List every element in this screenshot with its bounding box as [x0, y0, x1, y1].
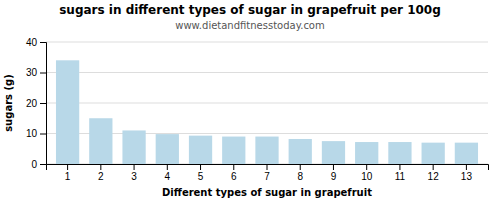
bar — [122, 130, 145, 164]
y-axis-line — [40, 43, 47, 165]
x-tick: 12 — [428, 164, 440, 182]
x-tick-label: 2 — [98, 171, 104, 182]
x-tick-mark — [67, 164, 68, 170]
x-tick: 7 — [264, 164, 270, 182]
subtitle: www.dietandfitnesstoday.com — [175, 20, 324, 31]
grid-line — [46, 72, 488, 73]
x-tick-mark — [167, 164, 168, 170]
x-tick: 4 — [165, 164, 171, 182]
x-tick-mark — [466, 164, 467, 170]
x-tick-mark — [433, 164, 434, 170]
chart-container: sugars in different types of sugar in gr… — [0, 0, 500, 200]
x-axis-label: Different types of sugar in grapefruit — [162, 187, 372, 198]
y-tick: 30 — [26, 67, 46, 78]
bar — [388, 142, 411, 164]
x-tick-label: 9 — [331, 171, 337, 182]
bar — [189, 136, 212, 164]
x-tick: 11 — [395, 164, 406, 182]
y-axis: 0 10 20 30 40 — [26, 37, 47, 170]
x-tick: 13 — [461, 164, 473, 182]
x-tick-mark — [300, 164, 301, 170]
x-tick-label: 8 — [297, 171, 303, 182]
x-tick-label: 10 — [361, 171, 373, 182]
x-tick-mark — [399, 164, 400, 170]
y-tick-label: 30 — [26, 67, 38, 78]
x-tick-mark — [233, 164, 234, 170]
y-tick: 10 — [26, 128, 46, 139]
x-tick-label: 11 — [395, 171, 406, 182]
bar — [156, 134, 179, 164]
x-tick: 2 — [98, 164, 104, 182]
x-tick: 10 — [361, 164, 373, 182]
bar — [222, 137, 245, 164]
bar — [89, 118, 112, 164]
title: sugars in different types of sugar in gr… — [59, 3, 441, 17]
x-tick-label: 13 — [461, 171, 473, 182]
bar — [56, 60, 79, 164]
x-tick-label: 6 — [231, 171, 237, 182]
x-tick-mark — [100, 164, 101, 170]
y-tick-mark — [40, 134, 46, 135]
y-axis-label: sugars (g) — [3, 74, 14, 132]
bar — [455, 143, 478, 164]
x-tick-label: 5 — [198, 171, 204, 182]
x-tick-mark — [366, 164, 367, 170]
y-tick-mark — [40, 73, 46, 74]
y-tick: 0 — [31, 159, 46, 170]
x-tick-label: 4 — [165, 171, 171, 182]
x-tick: 6 — [231, 164, 237, 182]
x-tick-label: 3 — [131, 171, 137, 182]
x-tick-label: 7 — [264, 171, 270, 182]
x-tick: 8 — [297, 164, 303, 182]
y-tick-label: 20 — [26, 98, 38, 109]
x-tick: 3 — [131, 164, 137, 182]
x-tick-mark — [267, 164, 268, 170]
bar — [322, 141, 345, 164]
chart-svg: sugars in different types of sugar in gr… — [0, 0, 500, 200]
x-tick-mark — [333, 164, 334, 170]
x-tick-mark — [200, 164, 201, 170]
grid — [46, 42, 488, 164]
y-tick-label: 10 — [26, 128, 38, 139]
bar — [422, 143, 445, 164]
y-tick-mark — [40, 164, 46, 165]
bar — [355, 142, 378, 164]
x-axis: 12345678910111213 — [47, 164, 489, 182]
x-axis-line — [47, 165, 489, 171]
y-tick-mark — [40, 103, 46, 104]
grid-line — [46, 42, 488, 43]
y-tick-label: 40 — [26, 37, 38, 48]
y-tick-mark — [40, 42, 46, 43]
y-tick: 20 — [26, 98, 46, 109]
plot-area: 12345678910111213010203040 — [26, 37, 489, 182]
y-tick-label: 0 — [31, 159, 37, 170]
bar — [289, 139, 312, 164]
y-tick: 40 — [26, 37, 46, 48]
bar — [255, 137, 278, 164]
x-tick: 5 — [198, 164, 204, 182]
bars — [56, 60, 478, 164]
x-tick-mark — [134, 164, 135, 170]
x-tick-label: 1 — [65, 171, 71, 182]
grid-line — [46, 103, 488, 104]
x-tick-label: 12 — [428, 171, 440, 182]
x-tick: 1 — [65, 164, 71, 182]
x-tick: 9 — [331, 164, 337, 182]
